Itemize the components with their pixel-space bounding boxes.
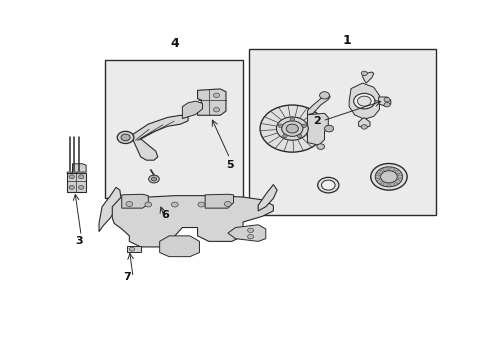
Circle shape bbox=[121, 134, 130, 141]
Bar bbox=[248, 49, 435, 215]
Circle shape bbox=[389, 183, 394, 186]
Circle shape bbox=[301, 124, 306, 127]
Circle shape bbox=[382, 183, 387, 186]
Text: 1: 1 bbox=[342, 34, 351, 48]
Circle shape bbox=[394, 180, 400, 184]
Circle shape bbox=[370, 163, 407, 190]
Circle shape bbox=[317, 177, 338, 193]
Polygon shape bbox=[67, 164, 86, 174]
Circle shape bbox=[285, 124, 298, 133]
Circle shape bbox=[377, 180, 382, 184]
Circle shape bbox=[374, 175, 380, 179]
Circle shape bbox=[321, 180, 334, 190]
Polygon shape bbox=[378, 97, 390, 107]
Circle shape bbox=[383, 98, 389, 102]
Polygon shape bbox=[112, 195, 273, 247]
Polygon shape bbox=[182, 101, 202, 118]
Circle shape bbox=[361, 125, 366, 129]
Polygon shape bbox=[307, 113, 327, 145]
Circle shape bbox=[380, 171, 396, 183]
Polygon shape bbox=[159, 236, 199, 257]
Circle shape bbox=[213, 93, 219, 98]
Circle shape bbox=[382, 167, 387, 171]
Circle shape bbox=[151, 177, 156, 181]
Circle shape bbox=[224, 202, 231, 207]
Polygon shape bbox=[205, 194, 233, 208]
Circle shape bbox=[79, 175, 84, 179]
Text: 3: 3 bbox=[75, 237, 83, 246]
Circle shape bbox=[171, 202, 178, 207]
Circle shape bbox=[374, 167, 402, 187]
Circle shape bbox=[319, 92, 329, 99]
Circle shape bbox=[324, 125, 333, 132]
Polygon shape bbox=[358, 118, 369, 128]
Circle shape bbox=[144, 202, 151, 207]
Circle shape bbox=[117, 131, 134, 144]
Circle shape bbox=[353, 93, 374, 109]
Circle shape bbox=[247, 228, 253, 233]
Circle shape bbox=[126, 202, 132, 207]
Circle shape bbox=[198, 202, 204, 207]
Circle shape bbox=[316, 144, 324, 149]
Circle shape bbox=[69, 175, 74, 179]
Circle shape bbox=[79, 185, 84, 189]
Polygon shape bbox=[258, 185, 277, 211]
Polygon shape bbox=[227, 225, 265, 242]
Circle shape bbox=[361, 71, 366, 76]
Circle shape bbox=[383, 103, 389, 107]
Bar bbox=[104, 60, 243, 198]
Circle shape bbox=[289, 118, 294, 121]
Circle shape bbox=[129, 247, 134, 251]
Text: 5: 5 bbox=[225, 160, 233, 170]
Text: 2: 2 bbox=[312, 116, 320, 126]
Circle shape bbox=[377, 170, 382, 174]
Polygon shape bbox=[348, 83, 379, 119]
Circle shape bbox=[276, 117, 307, 140]
Polygon shape bbox=[362, 72, 373, 83]
Circle shape bbox=[247, 234, 253, 239]
Circle shape bbox=[282, 134, 286, 138]
Polygon shape bbox=[307, 94, 329, 115]
Circle shape bbox=[297, 134, 301, 138]
Circle shape bbox=[260, 105, 324, 152]
Circle shape bbox=[148, 175, 159, 183]
Circle shape bbox=[278, 124, 282, 127]
Circle shape bbox=[396, 175, 402, 179]
Bar bbox=[127, 246, 141, 252]
Text: 7: 7 bbox=[123, 273, 131, 283]
Circle shape bbox=[394, 170, 400, 174]
Circle shape bbox=[69, 185, 74, 189]
Circle shape bbox=[357, 96, 370, 106]
Bar bbox=[67, 173, 86, 192]
Polygon shape bbox=[99, 187, 121, 232]
Polygon shape bbox=[197, 89, 225, 115]
Circle shape bbox=[389, 167, 394, 171]
Text: 6: 6 bbox=[161, 210, 169, 220]
Polygon shape bbox=[132, 115, 188, 160]
Circle shape bbox=[213, 108, 219, 112]
Circle shape bbox=[281, 121, 302, 136]
Polygon shape bbox=[122, 194, 148, 208]
Text: 4: 4 bbox=[170, 37, 179, 50]
